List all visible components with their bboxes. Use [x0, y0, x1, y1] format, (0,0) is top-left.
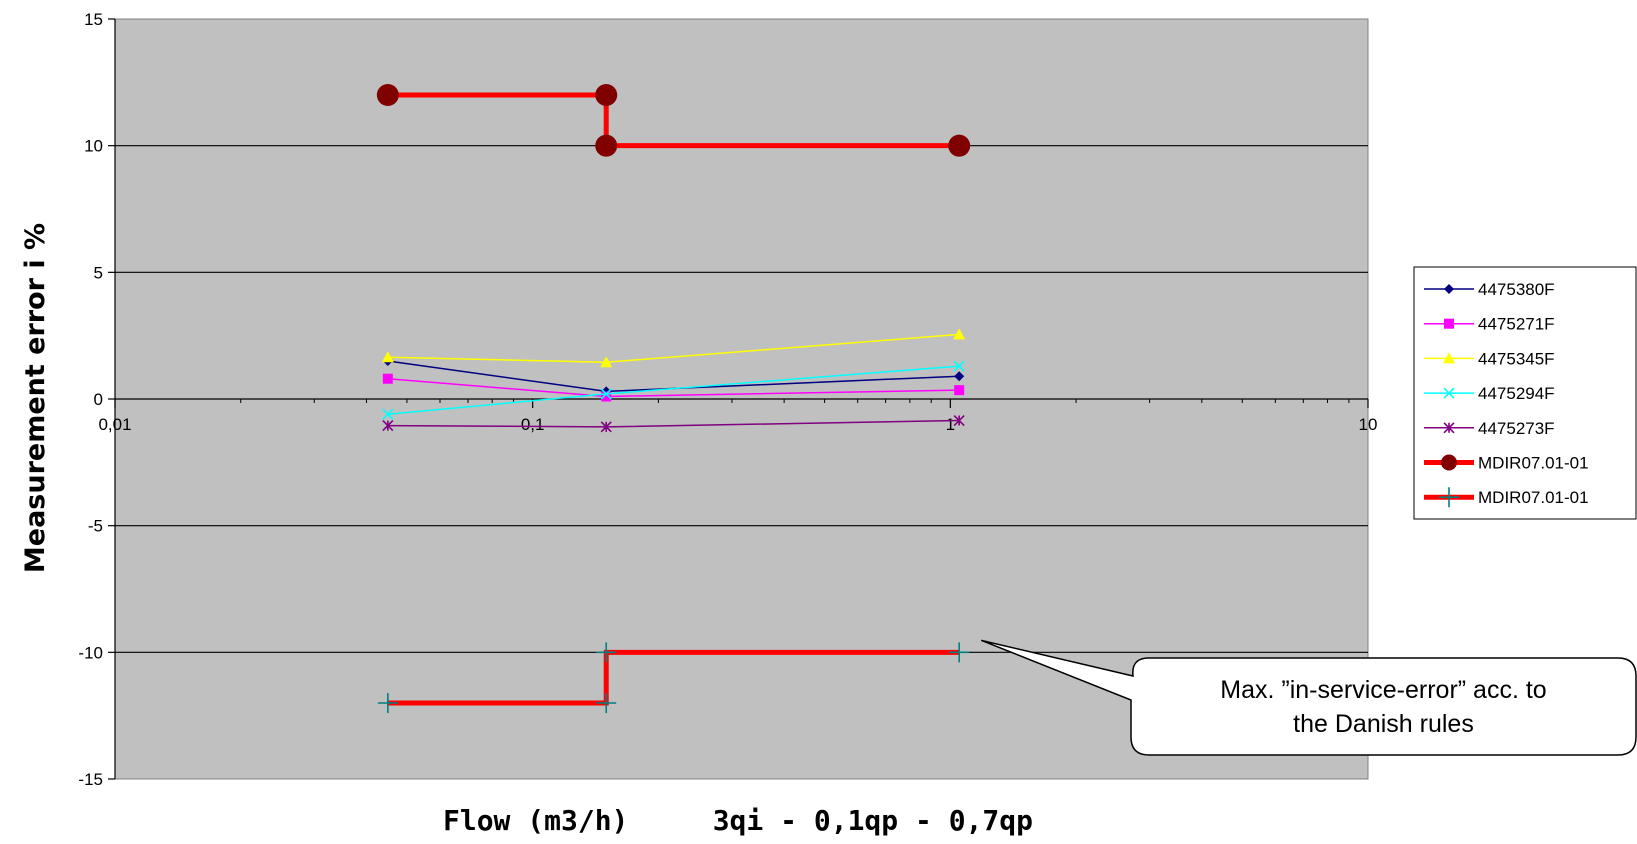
legend-item-6: MDIR07.01-01: [1424, 487, 1589, 507]
marker-square: [382, 373, 393, 384]
marker-diamond: [954, 371, 965, 382]
x-tick-label: 0,1: [521, 415, 545, 434]
marker-circle: [1441, 454, 1457, 471]
axes: 15 10 5 0 -5 -10 -15 0,01 0,1 1 10: [78, 10, 1377, 789]
series-layer: [376, 84, 971, 713]
series-3: [382, 360, 965, 420]
marker-triangle: [1443, 352, 1455, 364]
y-tick-label: -5: [88, 517, 103, 536]
marker-square: [601, 391, 612, 402]
x-axis-label: Flow (m3/h) 3qi - 0,1qp - 0,7qp: [443, 804, 1033, 837]
annotation-callout: [980, 639, 1637, 756]
legend-item-1: 4475271F: [1424, 315, 1555, 334]
marker-circle: [948, 134, 971, 157]
y-tick-label: 10: [84, 137, 103, 156]
x-tick-label: 1: [946, 415, 955, 434]
marker-square: [954, 385, 965, 396]
marker-square: [1444, 318, 1454, 329]
marker-circle: [376, 84, 399, 106]
marker-plus: [949, 642, 970, 663]
legend-item-4: 4475273F: [1424, 419, 1555, 438]
x-tick-label: 0,01: [98, 415, 131, 434]
marker-plus: [596, 642, 617, 663]
marker-star: [953, 414, 965, 427]
series-line: [387, 649, 960, 706]
annotation-text: the Danish rules: [1293, 710, 1474, 738]
legend-item-2: 4475345F: [1424, 349, 1555, 368]
marker-triangle: [381, 351, 394, 363]
marker-circle: [595, 84, 618, 106]
series-6: [377, 642, 970, 713]
annotation: Max. ”in-service-error” acc. to the Danis…: [980, 639, 1637, 756]
legend-label: 4475380F: [1478, 280, 1555, 299]
series-line: [387, 92, 960, 149]
marker-x: [953, 360, 965, 372]
legend-label: 4475345F: [1478, 349, 1555, 368]
legend-label: MDIR07.01-01: [1478, 454, 1589, 473]
x-tick-label: 10: [1359, 415, 1378, 434]
legend-item-5: MDIR07.01-01: [1424, 454, 1589, 473]
marker-triangle: [600, 356, 613, 368]
y-tick-label: 5: [94, 263, 103, 282]
marker-x: [382, 408, 394, 420]
annotation-text: Max. ”in-service-error” acc. to: [1220, 676, 1546, 704]
marker-star: [1443, 422, 1455, 434]
legend-item-3: 4475294F: [1424, 384, 1555, 403]
legend-label: MDIR07.01-01: [1478, 488, 1589, 507]
marker-circle: [595, 134, 618, 157]
marker-plus: [596, 693, 617, 713]
legend-label: 4475273F: [1478, 419, 1555, 438]
marker-triangle: [953, 328, 966, 340]
marker-plus: [1439, 487, 1459, 508]
y-tick-label: -15: [78, 770, 103, 789]
series-4: [382, 414, 965, 433]
marker-x: [600, 388, 612, 400]
marker-plus: [377, 693, 398, 713]
y-tick-label: 15: [84, 10, 103, 29]
y-tick-label: -10: [78, 643, 103, 662]
legend: 4475380F 4475271F 4475345F 4475294F 4475273F…: [1413, 266, 1637, 520]
marker-star: [382, 420, 394, 432]
y-axis-label: Measurement error i %: [20, 223, 51, 573]
marker-x: [1443, 387, 1455, 399]
series-2: [381, 328, 966, 368]
legend-label: 4475294F: [1478, 384, 1555, 403]
marker-diamond: [1444, 284, 1454, 294]
y-tick-label: 0: [94, 390, 103, 409]
marker-star: [600, 421, 612, 433]
series-5: [376, 84, 971, 157]
legend-item-0: 4475380F: [1424, 280, 1555, 299]
legend-label: 4475271F: [1478, 315, 1555, 334]
series-1: [382, 373, 965, 402]
